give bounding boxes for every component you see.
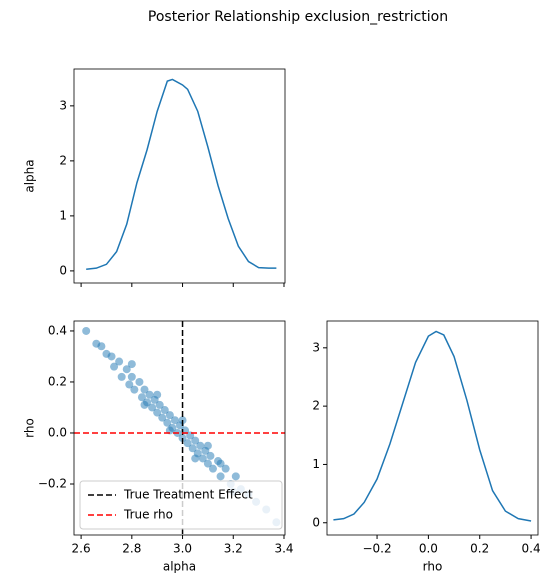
panel: 0 1 2 3 alpha [23,68,286,287]
point [110,362,119,371]
x-axis-label: alpha [163,560,196,574]
x-tick-label: 0.2 [470,542,489,556]
point [191,436,200,445]
legend-box [79,480,283,530]
point [160,406,169,415]
y-tick-label: 2 [59,153,67,167]
y-tick-label: −0.2 [38,476,67,490]
point [183,439,192,448]
x-tick-label: 3.2 [224,542,243,556]
point [231,472,240,481]
point [145,390,154,399]
x-tick-label: 3.0 [173,542,192,556]
point [140,385,149,394]
point [127,372,136,381]
x-tick-label: 3.4 [274,542,293,556]
point [165,411,174,420]
point [153,408,162,417]
plot-area [333,330,532,522]
legend: True Treatment Effect True rho [79,480,283,530]
point [140,400,149,409]
y-tick-label: 3 [59,98,67,112]
point [208,464,217,473]
y-tick-label: 2 [312,399,320,413]
axes-frame [73,68,286,284]
y-tick-label: 0 [59,263,67,277]
axes-frame [326,320,539,536]
panel: 2.6 2.8 3.0 3.2 3.4 −0.2 0.0 0.2 0.4 alpha rho True… [23,320,294,574]
point [107,352,116,361]
x-tick-label: 0.4 [522,542,541,556]
point [203,459,212,468]
y-tick-label: 0 [312,515,320,529]
point [216,472,225,481]
point [163,418,172,427]
x-tick-label: 2.6 [72,542,91,556]
panel: −0.2 0.0 0.2 0.4 0 1 2 3 rho [312,320,541,574]
point [125,380,134,389]
x-tick-label: 2.8 [122,542,141,556]
point [148,403,157,412]
point [155,400,164,409]
point [135,377,144,386]
density-line [333,330,532,522]
point [191,454,200,463]
point [153,390,162,399]
point [130,385,139,394]
y-tick-label: 1 [312,457,320,471]
axes-frame [73,320,286,536]
point [137,393,146,402]
y-tick-label: 3 [312,340,320,354]
point [206,451,215,460]
legend-label: True rho [123,508,173,522]
y-axis-label: alpha [23,159,37,192]
x-tick-label: 0.0 [419,542,438,556]
point [122,365,131,374]
point [203,441,212,450]
x-axis-label: rho [423,560,443,574]
point [221,464,230,473]
point [115,357,124,366]
point [97,342,106,351]
point [170,416,179,425]
density-line [86,78,277,270]
y-tick-label: 0.2 [48,374,67,388]
y-tick-label: 0.4 [48,323,67,337]
point [117,372,126,381]
point [198,454,207,463]
x-tick-label: −0.2 [362,542,391,556]
point [158,413,167,422]
figure-title: Posterior Relationship exclusion_restric… [148,9,448,25]
plot-area [86,78,277,270]
legend-label: True Treatment Effect [123,488,253,502]
y-axis-label: rho [23,418,37,438]
point [216,459,225,468]
point [188,444,197,453]
y-tick-label: 1 [59,208,67,222]
point [196,441,205,450]
point [127,360,136,369]
y-tick-label: 0.0 [48,425,67,439]
point [82,326,91,335]
